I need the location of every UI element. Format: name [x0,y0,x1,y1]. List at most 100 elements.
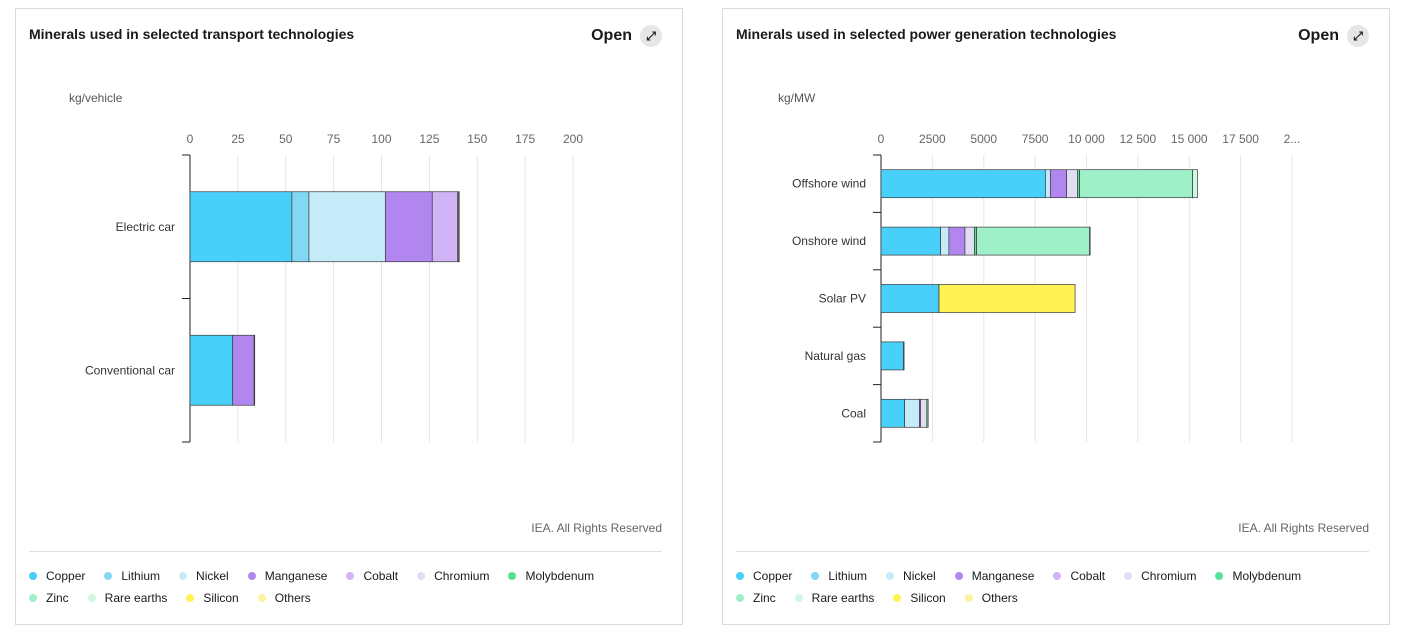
legend-item-zinc[interactable]: Zinc [29,591,69,605]
legend-dot-icon [179,572,188,580]
legend-item-others[interactable]: Others [257,591,311,605]
chart-title: Minerals used in selected power generati… [736,26,1117,42]
legend-item-lithium[interactable]: Lithium [104,569,160,583]
bar-segment-copper[interactable] [880,226,941,256]
legend-label: Others [274,591,311,605]
bar-segment-manganese[interactable] [232,334,255,406]
legend-dot-icon [257,594,266,602]
bar-segment-chromium[interactable] [964,226,975,256]
legend-dot-icon [508,572,517,580]
legend-item-silicon[interactable]: Silicon [893,591,946,605]
x-tick-label: 125 [419,132,439,146]
bar-segment-nickel[interactable] [903,341,905,371]
x-tick-label: 12 500 [1120,132,1157,146]
bar-segment-others[interactable] [458,191,460,263]
legend-label: Molybdenum [1232,569,1302,583]
legend-label: Chromium [1141,569,1197,583]
bar-segment-rare-earths[interactable] [1089,226,1091,256]
legend-dot-icon [794,594,803,602]
category-label: Natural gas [805,349,866,363]
category-label: Conventional car [85,363,175,377]
category-label: Solar PV [819,292,866,306]
legend-item-cobalt[interactable]: Cobalt [1053,569,1105,583]
power-bar-chart: 0 2500 5000 7500 10 000 12 500 15 000 17 500 2..… [792,132,1301,443]
legend-item-rare-earths[interactable]: Rare earths [794,591,875,605]
legend-label: Nickel [196,569,229,583]
legend-dot-icon [811,572,820,580]
legend-dot-icon [954,572,963,580]
bar-segment-zinc[interactable] [976,226,1090,256]
bar-segment-nickel[interactable] [904,398,920,428]
legend-label: Manganese [971,569,1035,583]
x-tick-label: 200 [563,132,583,146]
bar-segment-molybdenum[interactable] [926,398,929,428]
bar-segment-cobalt[interactable] [431,191,459,263]
bar-segment-copper[interactable] [880,398,905,428]
open-button[interactable]: Open ⤢ [1298,25,1369,47]
open-label: Open [1298,27,1339,44]
bar-segment-chromium[interactable] [920,398,928,428]
legend-item-lithium[interactable]: Lithium [811,569,867,583]
unit-label: kg/vehicle [69,91,123,105]
bar-segment-chromium[interactable] [1066,169,1078,199]
expand-icon: ⤢ [1347,25,1369,47]
legend-label: Chromium [434,569,490,583]
legend-item-molybdenum[interactable]: Molybdenum [1215,569,1301,583]
legend-label: Nickel [903,569,936,583]
legend-item-copper[interactable]: Copper [29,569,85,583]
bar-segment-manganese[interactable] [384,191,433,263]
open-label: Open [591,27,632,44]
category-label: Electric car [116,220,175,234]
legend-item-manganese[interactable]: Manganese [247,569,327,583]
bar-segment-copper[interactable] [880,284,940,313]
credit-text: IEA. All Rights Reserved [531,521,662,535]
legend-label: Molybdenum [525,569,595,583]
credit-text: IEA. All Rights Reserved [1238,521,1369,535]
legend-item-rare-earths[interactable]: Rare earths [87,591,167,605]
legend-item-cobalt[interactable]: Cobalt [346,569,398,583]
bar-segment-manganese[interactable] [1049,169,1067,199]
open-button[interactable]: Open ⤢ [591,25,662,47]
bar-segment-rare-earths[interactable] [1192,169,1198,199]
x-tick-label: 2500 [919,132,946,146]
unit-label: kg/MW [778,91,816,105]
legend-item-nickel[interactable]: Nickel [886,569,936,583]
bar-segment-copper[interactable] [189,334,234,406]
bar-segment-lithium[interactable] [291,191,310,263]
legend-dot-icon [104,572,113,580]
legend-label: Lithium [121,569,161,583]
legend-dot-icon [247,572,256,580]
legend-dot-icon [1053,572,1062,580]
divider [29,551,662,552]
bar-segment-silicon[interactable] [938,284,1076,313]
x-tick-label: 7500 [1022,132,1049,146]
bar-segment-nickel[interactable] [940,226,950,256]
legend-item-chromium[interactable]: Chromium [417,569,489,583]
bar-segment-copper[interactable] [189,191,293,263]
category-label: Coal [841,406,866,420]
bar-segment-zinc[interactable] [1079,169,1193,199]
bar-segment-copper[interactable] [880,169,1046,199]
bar-segment-copper[interactable] [880,341,904,371]
bar-segment-manganese[interactable] [948,226,966,256]
legend-item-zinc[interactable]: Zinc [736,591,776,605]
x-tick-label: 0 [187,132,194,146]
x-tick-label: 2... [1284,132,1301,146]
divider [736,551,1369,552]
bar-segment-nickel[interactable] [308,191,386,263]
bar-segment-nickel[interactable] [1045,169,1051,199]
legend-label: Copper [753,569,793,583]
legend-item-others[interactable]: Others [964,591,1018,605]
legend-label: Lithium [828,569,868,583]
legend-item-nickel[interactable]: Nickel [179,569,229,583]
x-tick-label: 0 [878,132,885,146]
bar-segment-others[interactable] [253,334,256,406]
legend-label: Rare earths [811,591,875,605]
legend: Copper Lithium Nickel Manganese Cobalt Chromi… [736,569,1376,605]
legend-item-manganese[interactable]: Manganese [954,569,1035,583]
legend-item-chromium[interactable]: Chromium [1124,569,1196,583]
legend-item-copper[interactable]: Copper [736,569,792,583]
legend-item-silicon[interactable]: Silicon [186,591,239,605]
legend-item-molybdenum[interactable]: Molybdenum [508,569,594,583]
category-label: Onshore wind [792,234,866,248]
